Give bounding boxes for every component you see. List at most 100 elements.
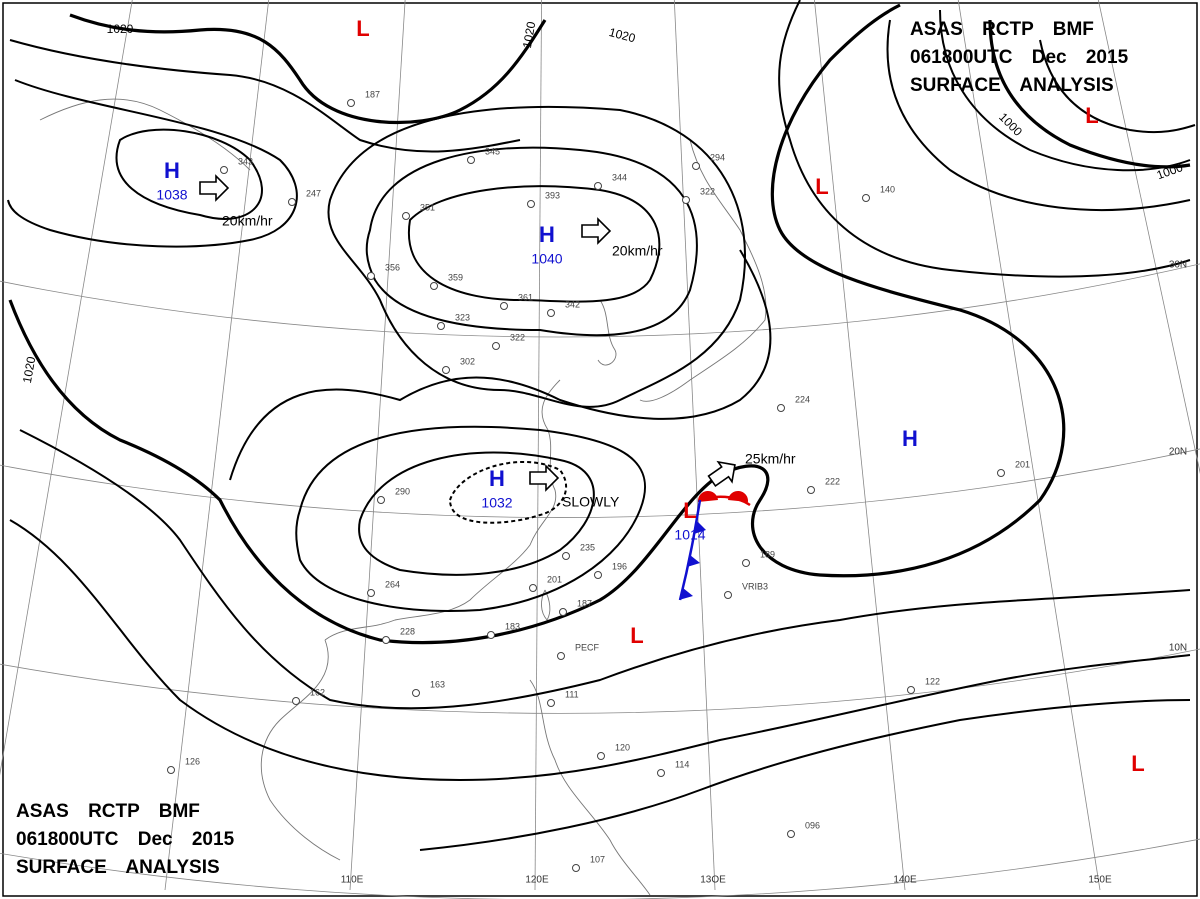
- meridian: [164, 0, 270, 891]
- station-symbol: [367, 272, 375, 280]
- pressure-center: L: [1131, 751, 1144, 776]
- station-symbol: [167, 766, 175, 774]
- station-symbol: [347, 99, 355, 107]
- station-symbol: [412, 689, 420, 697]
- meridian: [1097, 0, 1200, 474]
- station-value: 111: [565, 689, 579, 699]
- station-symbol: [527, 200, 535, 208]
- coast-mongolia: [39, 98, 251, 171]
- pressure-center: L: [630, 623, 643, 648]
- station-symbol: [682, 196, 690, 204]
- header-line: SURFACE ANALYSIS: [910, 75, 1114, 96]
- station-symbol: [382, 636, 390, 644]
- isobar: [448, 461, 567, 524]
- station-value: 222: [825, 476, 840, 486]
- station-symbol: [288, 198, 296, 206]
- station-symbol: [724, 591, 732, 599]
- station-symbol: [997, 469, 1005, 477]
- station-symbol: [547, 309, 555, 317]
- isobar: [988, 19, 1191, 169]
- station-value: 120: [615, 742, 630, 752]
- pressure-center: H: [164, 158, 180, 183]
- station-symbol: [529, 584, 537, 592]
- station-value: 183: [505, 621, 520, 631]
- station-value: 361: [518, 292, 533, 302]
- station-value: 163: [430, 679, 445, 689]
- grid-label: 20N: [1169, 447, 1187, 458]
- station-value: 344: [612, 172, 627, 182]
- meridian: [0, 0, 133, 776]
- station-symbol: [807, 486, 815, 494]
- fronts: [678, 490, 751, 601]
- isobar: [1039, 39, 1196, 134]
- isobar-label: 1020: [20, 355, 38, 384]
- motion-label: SLOWLY: [562, 494, 620, 510]
- grid-label: 140E: [893, 875, 917, 886]
- station-symbol: [487, 631, 495, 639]
- station-value: 201: [1015, 459, 1030, 469]
- isobar: [327, 105, 746, 408]
- motion-arrow: [199, 174, 230, 202]
- motion-label: 20km/hr: [612, 243, 663, 259]
- isobar: [295, 425, 646, 612]
- pressure-center: H: [902, 426, 918, 451]
- isobar: [778, 0, 1191, 278]
- grid-label: 120E: [525, 875, 549, 886]
- grid-label: 30N: [1169, 260, 1187, 271]
- station-symbol: [402, 212, 410, 220]
- pressure-center: L: [356, 16, 369, 41]
- station-symbol: [742, 559, 750, 567]
- station-symbol: [437, 322, 445, 330]
- pressure-center: L: [815, 174, 828, 199]
- motion-arrow: [581, 217, 612, 245]
- station-value: 140: [880, 184, 895, 194]
- isobar: [9, 519, 1191, 782]
- station-symbol: [597, 752, 605, 760]
- station-symbol: [907, 686, 915, 694]
- isobar: [115, 128, 263, 220]
- isobar: [886, 19, 1191, 211]
- header-line: SURFACE ANALYSIS: [16, 857, 220, 878]
- station-value: 201: [547, 574, 562, 584]
- pressure-center: H: [539, 222, 555, 247]
- cold-front-symbols: [679, 520, 706, 600]
- meridian: [957, 0, 1101, 891]
- coast-taiwan: [541, 589, 551, 621]
- station-value: 224: [795, 394, 810, 404]
- meridian: [673, 0, 716, 891]
- station-symbol: [562, 552, 570, 560]
- station-symbol: [777, 404, 785, 412]
- station-value: PECF: [575, 642, 600, 652]
- station-symbol: [377, 496, 385, 504]
- station-value: 162: [310, 687, 325, 697]
- station-value: 356: [385, 262, 400, 272]
- station-value: 187: [577, 598, 592, 608]
- station-value: 107: [590, 854, 605, 864]
- station-symbol: [572, 864, 580, 872]
- pressure-value: 1038: [156, 187, 187, 203]
- isobar-label: 1020: [608, 25, 638, 46]
- isobar: [9, 39, 521, 153]
- isobar: [69, 13, 547, 125]
- station-symbol: [692, 162, 700, 170]
- motion-label: 25km/hr: [745, 451, 796, 467]
- station-value: 351: [420, 202, 435, 212]
- isobar-label: 1020: [107, 22, 134, 36]
- isobar: [8, 3, 1066, 645]
- station-value: 264: [385, 579, 400, 589]
- isobar: [365, 146, 698, 337]
- station-symbol: [430, 282, 438, 290]
- station-symbol: [292, 697, 300, 705]
- labels: 110E 120E 13OE 140E 150E 30N 20N 10N 1020 1020 102…: [20, 16, 1187, 886]
- cold-front: [678, 499, 702, 601]
- station-symbol: [787, 830, 795, 838]
- station-value: 096: [805, 820, 820, 830]
- station-value: 247: [306, 188, 321, 198]
- station-symbol: [547, 699, 555, 707]
- pressure-value: 1040: [531, 251, 562, 267]
- station-symbol: [367, 589, 375, 597]
- station-value: 235: [580, 542, 595, 552]
- station-symbol: [557, 652, 565, 660]
- station-symbol: [862, 194, 870, 202]
